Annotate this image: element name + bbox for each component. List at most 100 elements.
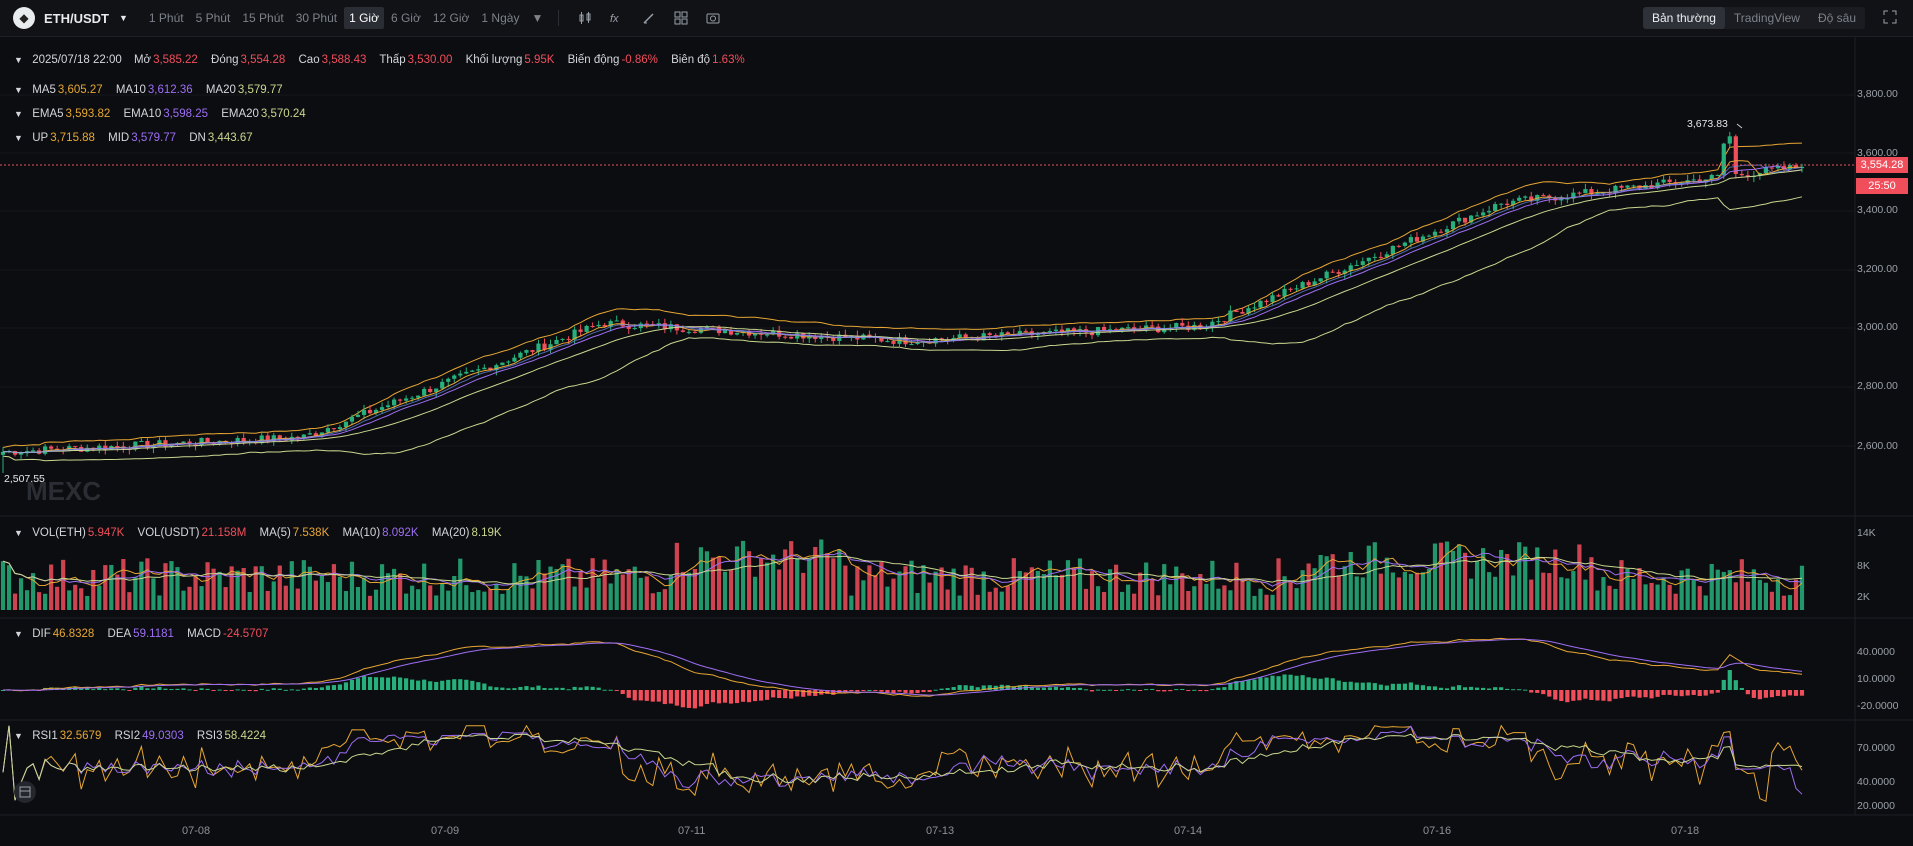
- view-depth[interactable]: Độ sâu: [1817, 11, 1856, 25]
- macd-bar: [1360, 682, 1365, 690]
- volume-label: Khối lượng: [465, 54, 523, 66]
- macd-bar: [1408, 682, 1414, 690]
- chart-settings-icon[interactable]: [14, 781, 36, 803]
- volume-bar: [1258, 588, 1263, 610]
- volume-axis-label: 8K: [1857, 560, 1870, 572]
- volume-bar: [1228, 590, 1233, 610]
- volume-bar: [37, 592, 42, 610]
- macd-bar: [367, 676, 373, 690]
- interval-6h[interactable]: 6 Giờ: [390, 11, 421, 25]
- volume-bar: [223, 587, 228, 610]
- macd-bar: [247, 690, 252, 691]
- volume-bar: [109, 564, 114, 610]
- interval-1m[interactable]: 1 Phút: [148, 11, 184, 25]
- macd-bar: [482, 683, 487, 690]
- candle-body: [506, 361, 511, 363]
- candle-body: [1745, 175, 1750, 178]
- view-standard[interactable]: Bản thường: [1642, 7, 1725, 29]
- candle-body: [789, 336, 794, 339]
- macd-bar: [1577, 690, 1582, 701]
- candle-body: [391, 399, 397, 406]
- macd-bar: [235, 689, 240, 691]
- candle-body: [987, 333, 992, 336]
- candle-body: [307, 433, 312, 435]
- candle-body: [373, 409, 379, 414]
- volume-bar: [771, 554, 776, 610]
- candle-body: [1306, 282, 1311, 286]
- volume-bar: [957, 595, 962, 610]
- macd-bar: [1667, 690, 1672, 695]
- volume-bar: [1589, 557, 1594, 610]
- macd-bar: [644, 690, 649, 701]
- macd-bar: [879, 690, 884, 692]
- volume-bar: [1685, 568, 1690, 610]
- chevron-down-icon[interactable]: ▼: [119, 13, 128, 23]
- macd-bar: [1156, 690, 1161, 692]
- volume-bar: [349, 561, 355, 610]
- candle-body: [680, 330, 685, 332]
- camera-icon[interactable]: [705, 10, 721, 26]
- volume-bar: [813, 546, 818, 610]
- volume-bar: [1739, 559, 1744, 610]
- macd-bar: [343, 682, 349, 690]
- candle-body: [1619, 185, 1624, 188]
- macd-bar: [187, 689, 192, 691]
- candle-type-icon[interactable]: [577, 10, 593, 26]
- collapse-chevron-icon[interactable]: ▼: [14, 133, 23, 143]
- collapse-chevron-icon[interactable]: ▼: [14, 85, 23, 95]
- macd-bar: [1535, 690, 1540, 693]
- candle-body: [145, 440, 150, 449]
- macd-bar: [361, 676, 367, 690]
- volume-bar: [373, 589, 379, 610]
- volume-bar: [1150, 579, 1155, 610]
- candle-body: [1571, 192, 1576, 199]
- interval-30m[interactable]: 30 Phút: [295, 11, 338, 25]
- macd-bar: [1132, 689, 1137, 691]
- interval-5m[interactable]: 5 Phút: [195, 11, 231, 25]
- volume-bar: [1619, 560, 1624, 610]
- volume-bar: [1799, 565, 1805, 610]
- price-axis-label: 3,400.00: [1857, 204, 1898, 216]
- macd-bar: [494, 687, 499, 690]
- interval-15m[interactable]: 15 Phút: [242, 11, 284, 25]
- macd-bar: [1601, 690, 1606, 701]
- candle-body: [1529, 196, 1534, 201]
- draw-icon[interactable]: [641, 10, 657, 26]
- interval-1d[interactable]: 1 Ngày: [481, 11, 520, 25]
- volume-bar: [578, 571, 583, 610]
- macd-bar: [530, 687, 535, 690]
- volume-bar: [1216, 588, 1221, 610]
- view-tradingview[interactable]: TradingView: [1733, 11, 1800, 25]
- ohlc-legend: ▼ 2025/07/18 22:00 Mở 3,585.22 Đóng 3,554.…: [14, 54, 755, 66]
- candle-body: [1468, 215, 1474, 223]
- collapse-chevron-icon[interactable]: ▼: [14, 109, 23, 119]
- volume-bar: [662, 589, 667, 610]
- symbol-label[interactable]: ETH/USDT: [44, 10, 109, 26]
- macd-bar: [1450, 686, 1456, 690]
- collapse-chevron-icon[interactable]: ▼: [14, 629, 23, 639]
- price-axis-label: 3,000.00: [1857, 321, 1898, 333]
- candle-body: [512, 357, 517, 362]
- volume-bar: [1697, 586, 1702, 610]
- candle-body: [1721, 143, 1726, 175]
- macd-bar: [554, 687, 559, 690]
- volume-legend: ▼ VOL(ETH) 5.947K VOL(USDT) 21.158M MA(5) 7…: [14, 527, 502, 539]
- collapse-chevron-icon[interactable]: ▼: [14, 528, 23, 538]
- fullscreen-icon[interactable]: [1883, 10, 1897, 24]
- interval-more-chevron-icon[interactable]: ▼: [531, 11, 544, 25]
- candle-body: [325, 428, 331, 433]
- amplitude-label: Biên độ: [671, 54, 711, 66]
- collapse-chevron-icon[interactable]: ▼: [14, 731, 23, 741]
- candle-body: [1240, 311, 1245, 314]
- interval-1h[interactable]: 1 Giờ: [344, 7, 384, 29]
- volume-bar: [1162, 564, 1167, 610]
- macd-bar: [1613, 690, 1618, 699]
- layout-icon[interactable]: [673, 10, 689, 26]
- macd-bar: [331, 685, 337, 690]
- interval-12h[interactable]: 12 Giờ: [432, 11, 470, 25]
- volume-bar: [831, 558, 836, 610]
- indicator-icon[interactable]: fx: [609, 10, 625, 26]
- macd-bar: [1505, 688, 1510, 690]
- collapse-chevron-icon[interactable]: ▼: [14, 55, 23, 65]
